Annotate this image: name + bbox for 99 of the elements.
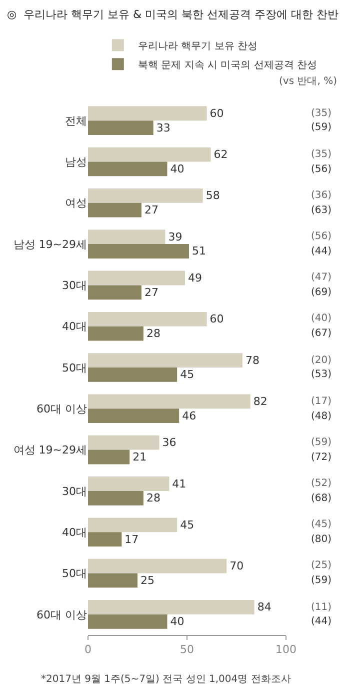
bar	[88, 120, 154, 135]
y-tick-label: 60대 이상	[36, 608, 87, 622]
bar	[88, 476, 170, 491]
data-label: 45	[180, 518, 194, 532]
data-label: 51	[192, 244, 206, 258]
data-label: 25	[140, 574, 154, 587]
text: (48)	[311, 411, 332, 422]
data-label: 28	[146, 492, 160, 505]
data-label: 39	[168, 230, 182, 244]
data-label: 17	[124, 532, 139, 546]
text: (56)	[311, 231, 332, 242]
y-tick-label: 전체	[65, 114, 87, 128]
data-label: 40	[170, 162, 184, 176]
text: (20)	[311, 355, 332, 366]
data-label: 27	[144, 286, 158, 299]
bar	[88, 244, 189, 258]
bar	[88, 435, 160, 450]
chart-title: ◎ 우리나라 핵무기 보유 & 미국의 북한 선제공격 주장에 대한 찬반	[6, 8, 339, 22]
y-tick-label: 50대	[62, 567, 87, 580]
x-tick-label: 0	[84, 643, 92, 656]
bar	[88, 202, 142, 218]
x-tick-label: 50	[180, 643, 194, 656]
data-label: 21	[132, 450, 147, 464]
data-label: 46	[182, 409, 196, 422]
text: (69)	[311, 287, 332, 298]
bar	[88, 147, 211, 162]
text: (44)	[311, 246, 332, 257]
y-tick-label: 여성 19~29세	[13, 444, 87, 457]
data-label: 82	[253, 394, 268, 408]
bar	[88, 270, 186, 286]
data-label: 60	[210, 312, 224, 326]
data-label: 33	[156, 121, 170, 134]
data-label: 49	[188, 271, 202, 284]
bar	[88, 312, 207, 326]
text: (52)	[311, 478, 332, 489]
text: (36)	[311, 190, 332, 201]
bar	[88, 573, 138, 588]
bar	[88, 106, 207, 121]
y-tick-label: 30대	[62, 279, 87, 292]
y-tick-label: 40대	[62, 526, 87, 539]
y-tick-label: 남성 19~29세	[13, 238, 87, 251]
data-label: 78	[245, 354, 260, 367]
bar	[88, 450, 130, 464]
text: (53)	[311, 369, 332, 380]
text: (44)	[311, 616, 332, 627]
text: (17)	[311, 396, 332, 407]
data-label: 41	[172, 477, 186, 490]
text: (59)	[311, 575, 332, 586]
text: (72)	[311, 452, 332, 463]
data-label: 36	[162, 436, 176, 450]
data-label: 84	[257, 600, 272, 614]
bar	[88, 368, 178, 382]
data-label: 62	[214, 148, 228, 162]
data-label: 45	[180, 368, 194, 382]
bar	[88, 532, 122, 547]
text: (59)	[311, 122, 332, 133]
y-tick-label: 여성	[65, 196, 87, 210]
data-label: 70	[230, 560, 244, 573]
data-label: 27	[144, 204, 158, 217]
bar	[88, 394, 250, 409]
y-tick-label: 60대 이상	[36, 402, 87, 416]
bar	[88, 614, 168, 629]
text: (35)	[311, 108, 332, 119]
text: *2017년 9월 1주(5~7일) 전국 성인 1,004명 전화조사	[41, 674, 291, 685]
bar	[88, 600, 254, 614]
text: (11)	[311, 602, 332, 613]
data-label: 58	[206, 189, 220, 202]
data-label: 60	[210, 106, 224, 120]
text: (56)	[311, 164, 332, 175]
bar	[88, 162, 168, 176]
bar	[88, 230, 166, 244]
text: (vs 반대, %)	[279, 76, 338, 87]
bar	[88, 490, 144, 506]
y-tick-label: 50대	[62, 361, 87, 374]
text: (63)	[311, 205, 332, 216]
y-tick-label: 40대	[62, 320, 87, 334]
text: (35)	[311, 149, 332, 160]
legend-label: 북핵 문제 지속 시 미국의 선제공격 찬성	[138, 60, 317, 71]
text: (67)	[311, 328, 332, 339]
y-tick-label: 30대	[62, 484, 87, 498]
data-label: 40	[170, 615, 184, 628]
text: (45)	[311, 519, 332, 530]
bar	[88, 558, 227, 574]
text: (68)	[311, 493, 332, 504]
bar	[88, 188, 203, 203]
text: (25)	[311, 560, 332, 571]
x-tick-label: 100	[276, 643, 296, 656]
bar	[88, 353, 242, 368]
bar	[88, 285, 142, 300]
bar	[88, 518, 178, 532]
bar	[88, 326, 144, 341]
bar	[88, 408, 180, 424]
y-tick-label: 남성	[65, 156, 87, 169]
text: (47)	[311, 272, 332, 283]
legend-label: 우리나라 핵무기 보유 찬성	[138, 41, 258, 52]
text: (40)	[311, 313, 332, 324]
text: (59)	[311, 437, 332, 448]
text: (80)	[311, 534, 332, 545]
data-label: 28	[146, 327, 160, 340]
